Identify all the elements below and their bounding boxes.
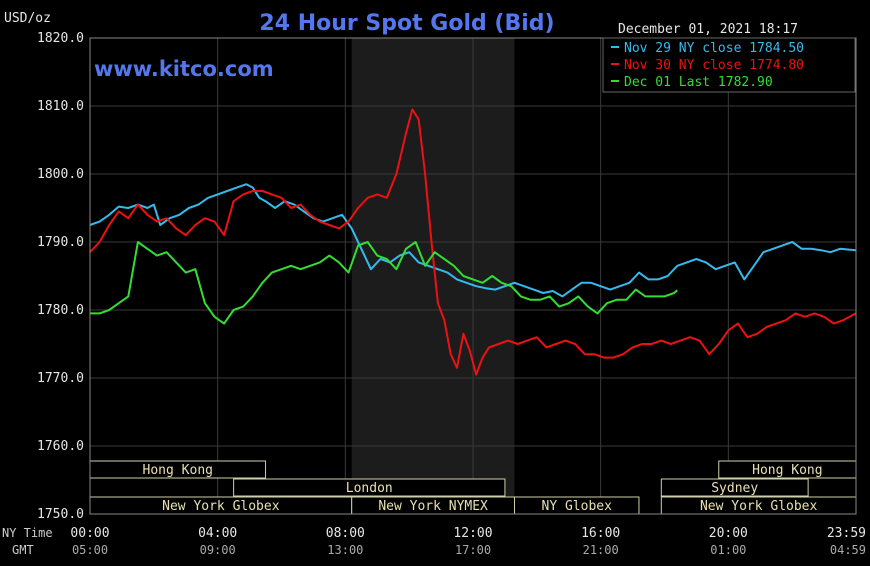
session-label: London (346, 481, 393, 496)
session-box (233, 478, 506, 497)
y-tick-label: 1750.0 (37, 507, 84, 522)
x-tick-label-ny: 08:00 (326, 526, 365, 541)
unit-label: USD/oz (4, 11, 51, 26)
y-axis: 1820.0 1810.0 1800.0 1790.0 1780.0 1770.0 1760… (37, 31, 84, 522)
chart-timestamp: December 01, 2021 18:17 (618, 22, 798, 37)
legend-label-dec01: Dec 01 Last 1782.90 (624, 75, 773, 90)
y-tick-label: 1790.0 (37, 235, 84, 250)
plot-frame (89, 37, 857, 515)
y-tick-label: 1810.0 (37, 99, 84, 114)
legend-label-nov29: Nov 29 NY close 1784.50 (624, 41, 804, 56)
session-box (660, 478, 809, 497)
x-tick-label-ny: 20:00 (709, 526, 748, 541)
session-label: New York Globex (162, 499, 280, 514)
y-tick-label: 1800.0 (37, 167, 84, 182)
x-tick-label-gmt: 21:00 (583, 543, 619, 557)
session-label: New York Globex (700, 499, 818, 514)
legend-label-nov30: Nov 30 NY close 1774.80 (624, 58, 804, 73)
x-axis: 00:00 05:00 04:00 09:00 08:00 13:00 12:00 17:00… (70, 526, 866, 557)
legend-box (602, 37, 856, 93)
session-label: New York NYMEX (378, 499, 488, 514)
watermark: www.kitco.com (94, 57, 274, 81)
series-line-2 (90, 241, 678, 325)
x-tick-label-ny: 16:00 (581, 526, 620, 541)
x-tick-label-gmt: 09:00 (200, 543, 236, 557)
chart-title: 24 Hour Spot Gold (Bid) (259, 11, 554, 36)
x-tick-label-gmt: 01:00 (710, 543, 746, 557)
y-tick-label: 1780.0 (37, 303, 84, 318)
y-tick-label: 1820.0 (37, 31, 84, 46)
x-tick-label-gmt: 13:00 (327, 543, 363, 557)
x-tick-label-gmt: 17:00 (455, 543, 491, 557)
x-tick-label-ny: 04:00 (198, 526, 237, 541)
nymex-session-shade (351, 38, 515, 514)
series-line-0 (89, 183, 856, 298)
x-tick-label-ny: 23:59 (827, 526, 866, 541)
y-tick-label: 1770.0 (37, 371, 84, 386)
series-lines (89, 108, 857, 376)
session-label: Hong Kong (143, 463, 213, 478)
x-tick-label-ny: 12:00 (453, 526, 492, 541)
x-tick-label-gmt: 04:59 (830, 543, 866, 557)
session-label: Hong Kong (752, 463, 822, 478)
series-line-1 (89, 108, 857, 376)
x-tick-label-gmt: 05:00 (72, 543, 108, 557)
x-tick-label-ny: 00:00 (70, 526, 109, 541)
session-label: NY Globex (542, 499, 613, 514)
legend: Nov 29 NY close 1784.50 Nov 30 NY close … (602, 37, 856, 93)
gmt-row-label: GMT (12, 543, 34, 557)
y-tick-label: 1760.0 (37, 439, 84, 454)
ny-time-row-label: NY Time (2, 526, 53, 540)
session-label: Sydney (711, 481, 758, 496)
